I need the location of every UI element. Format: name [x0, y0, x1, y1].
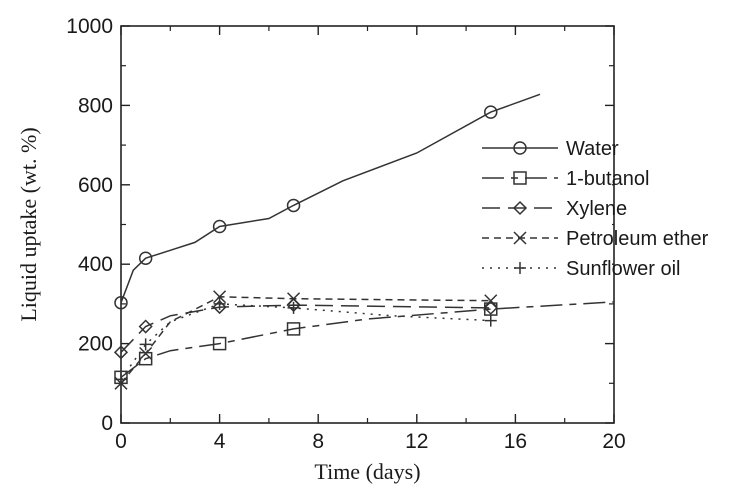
data-point-square — [286, 322, 301, 336]
data-point-diamond — [138, 319, 153, 334]
data-point-circle — [212, 219, 227, 234]
legend-marker-square — [513, 171, 527, 185]
series-water — [114, 93, 541, 310]
data-point-diamond — [483, 300, 498, 315]
series-line — [120, 301, 615, 378]
legend-label: Xylene — [566, 198, 627, 220]
legend-marker-circle — [513, 141, 527, 155]
data-point-circle — [138, 251, 153, 265]
data-point-diamond — [113, 345, 129, 360]
y-tick-label: 800 — [78, 94, 113, 117]
legend-label: Water — [566, 138, 619, 160]
y-tick-label: 200 — [78, 333, 113, 356]
legend-entry: 1-butanol — [482, 168, 649, 190]
series-xylene — [113, 298, 498, 360]
x-tick-label: 8 — [312, 430, 324, 453]
y-tick-label: 400 — [78, 253, 113, 276]
data-point-square — [212, 336, 227, 351]
legend-label: 1-butanol — [566, 168, 649, 190]
y-tick-label: 600 — [78, 174, 113, 197]
series-sunflower-oil — [115, 297, 497, 386]
series-line — [120, 93, 541, 303]
data-point-circle — [114, 295, 128, 310]
series-line — [120, 296, 491, 384]
data-point-plus — [287, 301, 300, 314]
legend-marker-x — [513, 231, 527, 245]
series-layer — [113, 93, 615, 390]
data-point-diamond — [212, 300, 227, 315]
x-tick-label: 12 — [405, 430, 428, 453]
x-tick-label: 16 — [504, 430, 527, 453]
x-tick-label: 4 — [214, 430, 226, 453]
series-line — [120, 304, 491, 353]
data-point-plus — [115, 373, 127, 386]
legend-entry: Xylene — [482, 198, 627, 220]
legend-marker-plus — [514, 262, 526, 274]
data-point-plus — [139, 338, 152, 351]
x-tick-label: 20 — [602, 430, 625, 453]
data-point-x — [139, 346, 153, 361]
legend-entry: Petroleum ether — [482, 228, 709, 250]
legend-background — [478, 132, 612, 286]
legend-entry: Sunflower oil — [482, 258, 681, 280]
x-axis-title: Time (days) — [314, 459, 420, 484]
x-tick-label: 0 — [115, 430, 127, 453]
data-point-plus — [484, 314, 497, 327]
y-tick-label: 1000 — [66, 15, 113, 38]
data-point-x — [213, 290, 227, 304]
legend: Water 1-butanol Xylene Petroleum ether Sunfl… — [478, 132, 709, 286]
legend-label: Sunflower oil — [566, 258, 681, 280]
legend-entry: Water — [482, 138, 619, 160]
data-point-x — [484, 294, 498, 308]
y-tick-label: 0 — [101, 412, 113, 435]
data-point-plus — [213, 297, 226, 310]
data-point-x — [287, 292, 301, 306]
legend-label: Petroleum ether — [566, 228, 709, 250]
y-axis-title: Liquid uptake (wt. %) — [16, 127, 41, 321]
legend-marker-diamond — [512, 200, 528, 216]
data-point-circle — [484, 105, 498, 119]
data-point-circle — [286, 198, 301, 213]
